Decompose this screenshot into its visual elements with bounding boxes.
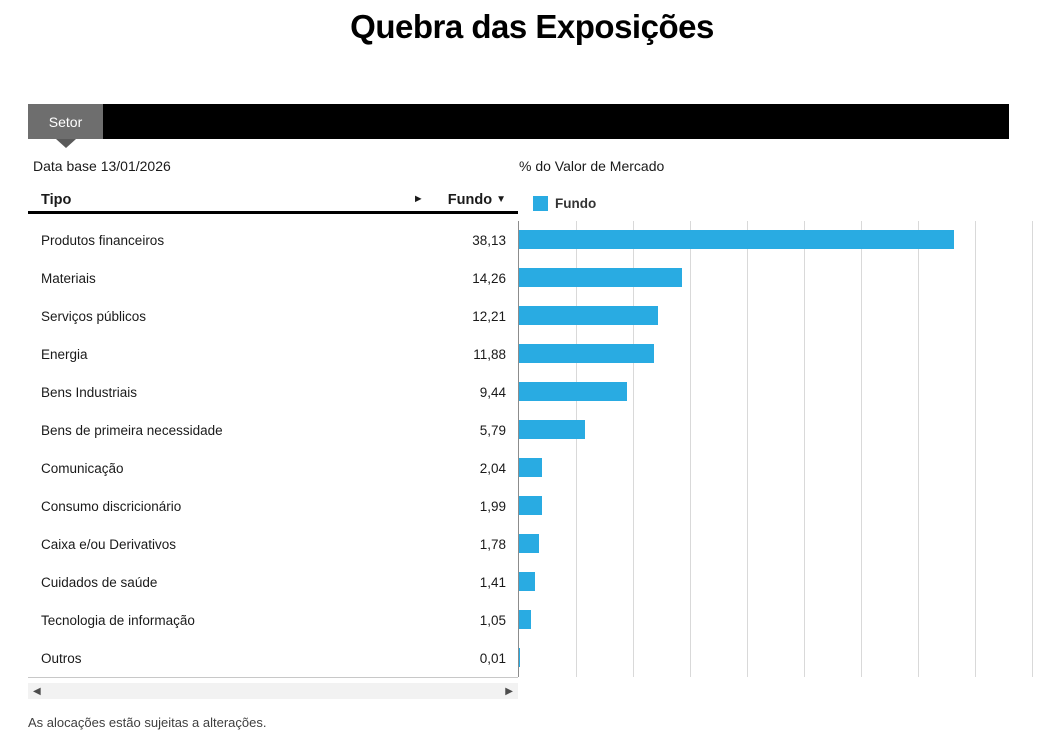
- row-label: Bens Industriais: [41, 384, 138, 400]
- table-body: Produtos financeiros 38,13 Materiais 14,…: [28, 221, 518, 678]
- chart-pane: % do Valor de Mercado Fundo: [518, 155, 1064, 699]
- gridline: [576, 221, 577, 677]
- bar-row: [519, 487, 1032, 525]
- bar-chart-plot: [518, 221, 1033, 677]
- row-value: 1,41: [479, 574, 506, 590]
- row-value: 9,44: [479, 384, 506, 400]
- row-label: Consumo discricionário: [41, 498, 182, 514]
- active-tab-pointer-icon: [55, 139, 76, 148]
- table-header: Tipo ► Fundo ▼: [28, 188, 518, 214]
- column-header-fundo-label: Fundo: [447, 191, 493, 208]
- data-base-label: Data base 13/01/2026: [33, 158, 171, 174]
- row-label: Tecnologia de informação: [41, 612, 195, 628]
- gridline: [861, 221, 862, 677]
- fund-bar[interactable]: [519, 344, 655, 363]
- column-header-tipo[interactable]: Tipo: [41, 191, 72, 208]
- row-value: 14,26: [472, 270, 506, 286]
- table-row[interactable]: Energia 11,88: [28, 335, 518, 373]
- table-row[interactable]: Bens Industriais 9,44: [28, 373, 518, 411]
- row-label: Materiais: [41, 270, 96, 286]
- fund-bar[interactable]: [519, 458, 543, 477]
- bar-row: [519, 563, 1032, 601]
- table-row[interactable]: Caixa e/ou Derivativos 1,78: [28, 525, 518, 563]
- row-label: Caixa e/ou Derivativos: [41, 536, 177, 552]
- column-scroll-right-icon[interactable]: ►: [412, 193, 424, 205]
- gridline: [975, 221, 976, 677]
- bar-row: [519, 411, 1032, 449]
- table-row[interactable]: Serviços públicos 12,21: [28, 297, 518, 335]
- fund-bar[interactable]: [519, 268, 682, 287]
- scroll-left-icon[interactable]: ◀: [33, 685, 41, 697]
- legend-label-fundo: Fundo: [555, 196, 597, 211]
- horizontal-scrollbar[interactable]: ◀ ▶: [28, 683, 518, 699]
- table-row[interactable]: Comunicação 2,04: [28, 449, 518, 487]
- footer-disclaimer: As alocações estão sujeitas a alterações…: [28, 715, 267, 730]
- bar-row: [519, 639, 1032, 677]
- fund-bar[interactable]: [519, 572, 536, 591]
- row-value: 11,88: [473, 346, 506, 362]
- row-label: Bens de primeira necessidade: [41, 422, 223, 438]
- row-value: 2,04: [479, 460, 506, 476]
- row-value: 5,79: [479, 422, 506, 438]
- gridline: [918, 221, 919, 677]
- bar-row: [519, 373, 1032, 411]
- table-row[interactable]: Consumo discricionário 1,99: [28, 487, 518, 525]
- row-label: Energia: [41, 346, 88, 362]
- bar-row: [519, 259, 1032, 297]
- table-row[interactable]: Tecnologia de informação 1,05: [28, 601, 518, 639]
- table-row[interactable]: Materiais 14,26: [28, 259, 518, 297]
- row-value: 38,13: [472, 232, 506, 248]
- scroll-right-icon[interactable]: ▶: [505, 685, 513, 697]
- row-label: Produtos financeiros: [41, 232, 165, 248]
- row-value: 1,99: [479, 498, 506, 514]
- tab-setor-label: Setor: [48, 113, 83, 130]
- bar-row: [519, 525, 1032, 563]
- bar-row: [519, 449, 1032, 487]
- row-label: Serviços públicos: [41, 308, 147, 324]
- fund-bar[interactable]: [519, 230, 954, 249]
- fund-bar[interactable]: [519, 382, 627, 401]
- tab-bar: Setor: [28, 104, 1009, 148]
- table-row[interactable]: Bens de primeira necessidade 5,79: [28, 411, 518, 449]
- bar-row: [519, 335, 1032, 373]
- legend-swatch-fundo: [533, 196, 548, 211]
- row-value: 1,05: [479, 612, 506, 628]
- row-label: Outros: [41, 650, 82, 666]
- fund-bar[interactable]: [519, 306, 659, 325]
- column-header-fundo[interactable]: Fundo ▼: [448, 192, 506, 208]
- bar-row: [519, 297, 1032, 335]
- table-row[interactable]: Outros 0,01: [28, 639, 518, 677]
- fund-bar[interactable]: [519, 420, 585, 439]
- fund-bar[interactable]: [519, 496, 542, 515]
- tab-setor[interactable]: Setor: [28, 104, 103, 148]
- page-title: Quebra das Exposições: [350, 8, 714, 45]
- gridline: [633, 221, 634, 677]
- fund-bar[interactable]: [519, 534, 540, 553]
- row-label: Cuidados de saúde: [41, 574, 158, 590]
- gridline: [747, 221, 748, 677]
- row-label: Comunicação: [41, 460, 124, 476]
- table-pane: Data base 13/01/2026 Tipo ► Fundo ▼ Prod…: [28, 155, 518, 699]
- bar-row: [519, 601, 1032, 639]
- gridline: [804, 221, 805, 677]
- row-value: 0,01: [479, 650, 506, 666]
- row-value: 1,78: [479, 536, 506, 552]
- bar-row: [519, 221, 1032, 259]
- table-row[interactable]: Cuidados de saúde 1,41: [28, 563, 518, 601]
- chart-header: % do Valor de Mercado: [519, 158, 665, 174]
- chart-legend: Fundo: [533, 196, 596, 211]
- table-row[interactable]: Produtos financeiros 38,13: [28, 221, 518, 259]
- gridline: [690, 221, 691, 677]
- fund-bar[interactable]: [519, 610, 531, 629]
- gridline: [1032, 221, 1033, 677]
- sort-desc-icon: ▼: [496, 193, 506, 205]
- row-value: 12,21: [472, 308, 506, 324]
